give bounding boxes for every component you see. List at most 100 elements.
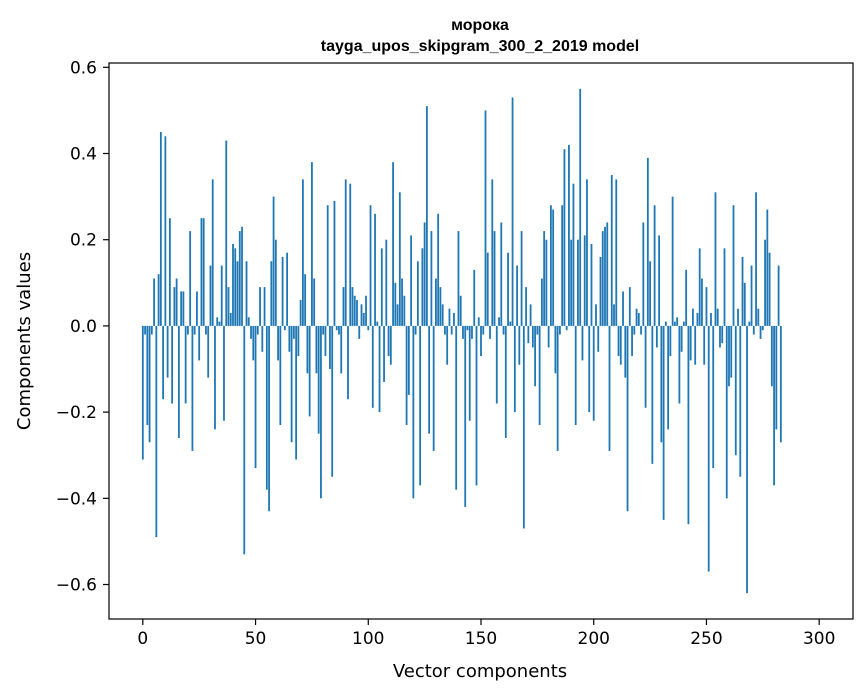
bar xyxy=(631,325,633,357)
bar xyxy=(274,239,277,326)
bar xyxy=(437,213,440,326)
bar xyxy=(159,131,162,326)
x-tick-label: 300 xyxy=(803,629,835,649)
bar xyxy=(344,179,347,326)
bar xyxy=(586,179,588,326)
bar xyxy=(572,183,575,326)
bar xyxy=(507,252,509,326)
bar xyxy=(141,325,144,460)
bar xyxy=(545,239,548,326)
bar xyxy=(696,312,699,326)
bar xyxy=(746,325,748,594)
bar xyxy=(196,291,198,326)
bar xyxy=(371,325,374,408)
chart-title: морока xyxy=(451,17,509,34)
bar xyxy=(177,325,180,438)
bar xyxy=(608,325,611,451)
bar xyxy=(563,149,566,326)
bar xyxy=(218,321,221,326)
bar xyxy=(320,325,322,499)
bar xyxy=(613,304,615,326)
y-tick-label: −0.2 xyxy=(56,403,97,423)
bar xyxy=(326,205,329,326)
bar xyxy=(712,325,715,469)
bar xyxy=(376,321,379,326)
bar xyxy=(698,248,701,326)
bar xyxy=(200,218,203,326)
bar xyxy=(430,231,433,326)
bar xyxy=(511,97,514,326)
y-axis-label: Components values xyxy=(14,252,35,430)
y-tick-label: −0.4 xyxy=(56,489,97,509)
bar xyxy=(590,244,593,326)
bar xyxy=(597,325,600,352)
bar xyxy=(570,239,573,326)
bar xyxy=(283,325,286,331)
bar xyxy=(351,287,354,326)
bar xyxy=(423,222,426,326)
bar xyxy=(227,287,230,326)
bar xyxy=(671,196,674,326)
bar xyxy=(455,325,458,490)
bar xyxy=(421,248,424,326)
bar xyxy=(649,261,651,326)
bar xyxy=(229,312,232,326)
bar xyxy=(752,325,755,335)
bar xyxy=(498,317,500,326)
bar xyxy=(601,231,604,326)
bar xyxy=(622,291,624,326)
bar xyxy=(559,325,561,335)
bar xyxy=(392,162,394,326)
bar xyxy=(439,287,442,326)
bar xyxy=(383,325,385,382)
bar xyxy=(157,274,160,326)
bar xyxy=(304,274,307,326)
x-tick-label: 250 xyxy=(690,629,722,649)
bar xyxy=(356,300,358,326)
bar xyxy=(441,304,444,326)
bar xyxy=(425,106,428,326)
bar xyxy=(748,321,751,326)
bar xyxy=(633,325,636,335)
bar xyxy=(322,325,325,335)
bar xyxy=(286,252,289,326)
bar xyxy=(513,325,516,413)
bar xyxy=(642,222,645,326)
bar xyxy=(743,282,746,326)
y-tick-label: 0.2 xyxy=(70,231,97,251)
y-tick-label: 0.4 xyxy=(70,145,97,165)
bar xyxy=(502,325,505,335)
bar xyxy=(658,235,661,326)
bar xyxy=(685,269,688,326)
bar xyxy=(504,325,507,438)
bar xyxy=(644,325,647,408)
bar xyxy=(369,205,372,326)
bar xyxy=(214,325,216,430)
bar xyxy=(144,325,146,335)
bar xyxy=(694,325,697,365)
bar xyxy=(766,209,769,326)
bar xyxy=(428,325,431,434)
bar xyxy=(543,231,546,326)
bar xyxy=(475,325,478,486)
bar xyxy=(525,287,527,326)
bar xyxy=(168,218,171,326)
bar xyxy=(755,192,757,326)
bar xyxy=(295,325,298,460)
bar xyxy=(306,325,309,374)
bar xyxy=(599,256,602,326)
bar xyxy=(333,200,336,326)
bar xyxy=(491,179,494,326)
bar xyxy=(416,261,419,326)
bar xyxy=(764,239,766,326)
y-tick-label: 0.0 xyxy=(70,317,97,337)
x-tick-label: 200 xyxy=(578,629,610,649)
bar xyxy=(676,317,679,326)
bar xyxy=(509,321,512,326)
bar xyxy=(412,325,415,499)
bar xyxy=(737,308,739,326)
bar xyxy=(579,88,582,326)
bar xyxy=(457,231,460,326)
bar xyxy=(725,325,728,499)
bar xyxy=(655,325,658,348)
